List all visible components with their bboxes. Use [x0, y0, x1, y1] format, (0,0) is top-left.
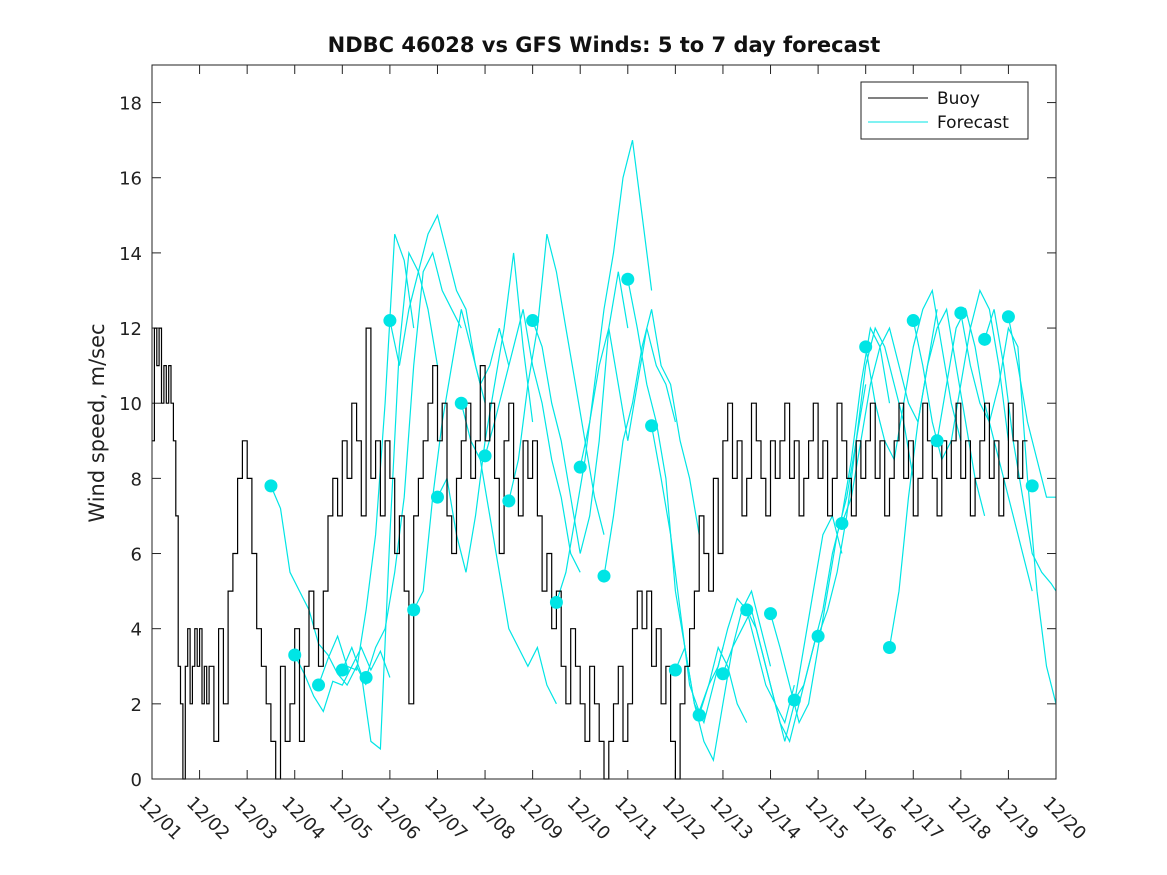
- legend-buoy-label: Buoy: [937, 89, 980, 109]
- forecast-line: [484, 309, 581, 573]
- forecast-line: [317, 233, 415, 686]
- y-tick-labels: 0 2 4 6 8 10 12 14 16 18: [119, 94, 142, 791]
- y-tick-label: 18: [119, 94, 142, 115]
- forecast-point: [288, 648, 302, 662]
- legend-forecast-label: Forecast: [937, 113, 1009, 133]
- forecast-point: [716, 667, 730, 681]
- forecast-point: [407, 603, 421, 617]
- forecast-point: [430, 490, 444, 504]
- forecast-point: [383, 314, 397, 328]
- forecast-line: [865, 288, 962, 462]
- forecast-point: [954, 306, 968, 320]
- forecast-line: [674, 589, 772, 763]
- forecast-line: [508, 233, 605, 535]
- forecast-line: [960, 312, 1057, 704]
- forecast-point: [645, 419, 659, 433]
- forecast-point: [1001, 310, 1015, 324]
- forecast-points: [264, 272, 1039, 722]
- buoy-line: [152, 327, 1028, 780]
- y-tick-label: 8: [131, 469, 142, 490]
- forecast-point: [882, 640, 896, 654]
- forecast-point: [573, 460, 587, 474]
- forecast-line: [389, 213, 486, 404]
- forecast-line: [984, 309, 1057, 592]
- forecast-line: [294, 646, 391, 713]
- forecast-line: [413, 309, 510, 611]
- forecast-point: [526, 314, 540, 328]
- plot-frame: [151, 64, 1057, 780]
- chart-title: NDBC 46028 vs GFS Winds: 5 to 7 day fore…: [328, 33, 881, 57]
- forecast-line: [555, 140, 653, 603]
- forecast-point: [549, 595, 563, 609]
- forecast-point: [811, 629, 825, 643]
- forecast-point: [502, 494, 516, 508]
- y-tick-label: 0: [131, 770, 142, 791]
- y-tick-label: 10: [119, 394, 142, 415]
- forecast-line: [627, 279, 724, 725]
- forecast-point: [1025, 479, 1039, 493]
- forecast-line: [460, 403, 557, 705]
- buoy-series: [152, 327, 1028, 780]
- forecast-point: [335, 663, 349, 677]
- forecast-line: [579, 327, 676, 468]
- forecast-line: [532, 271, 629, 554]
- forecast-point: [478, 449, 492, 463]
- forecast-point: [692, 708, 706, 722]
- legend: Buoy Forecast: [860, 81, 1029, 140]
- forecast-point: [787, 693, 801, 707]
- forecast-line: [365, 251, 462, 678]
- forecast-point: [668, 663, 682, 677]
- forecast-point: [906, 314, 920, 328]
- forecast-point: [835, 516, 849, 530]
- legend-box: [860, 81, 1029, 140]
- forecast-line: [1007, 316, 1056, 498]
- forecast-line: [912, 288, 1009, 462]
- forecast-point: [978, 332, 992, 346]
- forecast-point: [312, 678, 326, 692]
- y-tick-label: 12: [119, 319, 142, 340]
- y-tick-label: 16: [119, 169, 142, 190]
- forecast-point: [359, 671, 373, 685]
- forecast-point: [764, 607, 778, 621]
- axis-ticks: [151, 65, 1057, 780]
- forecast-point: [621, 272, 635, 286]
- y-tick-label: 4: [131, 620, 142, 641]
- forecast-point: [740, 603, 754, 617]
- y-axis-label: Wind speed, m/sec: [85, 323, 109, 522]
- forecast-point: [597, 569, 611, 583]
- forecast-line: [603, 309, 700, 577]
- y-tick-label: 6: [131, 545, 142, 566]
- y-tick-label: 2: [131, 695, 142, 716]
- forecast-point: [859, 340, 873, 354]
- forecast-line: [817, 326, 914, 637]
- y-tick-label: 14: [119, 244, 142, 265]
- forecast-point: [454, 396, 468, 410]
- forecast-point: [930, 434, 944, 448]
- forecast-point: [264, 479, 278, 493]
